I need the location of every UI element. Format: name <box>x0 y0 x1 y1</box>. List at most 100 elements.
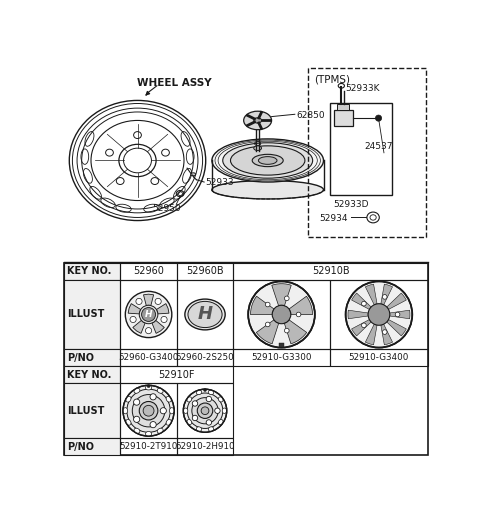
Text: 52910-G3300: 52910-G3300 <box>251 353 312 362</box>
Polygon shape <box>251 296 274 315</box>
Ellipse shape <box>125 292 172 337</box>
Text: 52960-G3400: 52960-G3400 <box>119 353 179 362</box>
Polygon shape <box>144 294 154 305</box>
Text: 52960B: 52960B <box>186 266 224 277</box>
Bar <box>334 110 353 126</box>
Ellipse shape <box>145 328 152 334</box>
Ellipse shape <box>166 396 171 402</box>
Text: H: H <box>197 305 213 324</box>
Text: 52910-2T910: 52910-2T910 <box>120 442 178 452</box>
Bar <box>177 263 233 280</box>
Text: 52933K: 52933K <box>345 84 380 93</box>
Polygon shape <box>289 296 312 315</box>
Ellipse shape <box>196 390 202 395</box>
Ellipse shape <box>254 118 262 123</box>
Ellipse shape <box>155 298 161 304</box>
Ellipse shape <box>383 295 387 299</box>
Ellipse shape <box>192 401 198 406</box>
Bar <box>120 366 233 383</box>
Ellipse shape <box>368 304 390 325</box>
Ellipse shape <box>183 408 188 413</box>
Bar <box>64 263 120 280</box>
Ellipse shape <box>285 328 289 333</box>
Ellipse shape <box>147 384 150 388</box>
Text: KEY NO.: KEY NO. <box>67 369 111 380</box>
Text: H: H <box>145 310 152 319</box>
Ellipse shape <box>134 428 140 433</box>
Ellipse shape <box>212 139 324 182</box>
Ellipse shape <box>134 388 140 393</box>
Bar <box>233 349 330 366</box>
Ellipse shape <box>150 422 156 428</box>
Bar <box>120 439 177 456</box>
Polygon shape <box>272 284 291 305</box>
Polygon shape <box>381 284 393 305</box>
Polygon shape <box>365 284 377 305</box>
Text: 52910B: 52910B <box>312 266 349 277</box>
Ellipse shape <box>208 427 214 431</box>
Bar <box>337 104 349 110</box>
Text: ILLUST: ILLUST <box>67 310 104 319</box>
Polygon shape <box>387 293 407 310</box>
Ellipse shape <box>218 397 223 402</box>
Bar <box>64 439 120 456</box>
Text: 24537: 24537 <box>365 142 393 151</box>
Ellipse shape <box>208 390 214 395</box>
Bar <box>64 366 120 383</box>
Ellipse shape <box>142 308 156 321</box>
Ellipse shape <box>197 403 213 418</box>
Ellipse shape <box>183 389 227 432</box>
Ellipse shape <box>206 396 212 402</box>
Ellipse shape <box>223 143 312 178</box>
Text: 52933: 52933 <box>206 178 234 187</box>
Polygon shape <box>365 324 377 345</box>
Bar <box>177 439 233 456</box>
Bar <box>64 280 120 349</box>
Ellipse shape <box>157 388 163 393</box>
Bar <box>330 103 392 195</box>
Bar <box>120 263 177 280</box>
Ellipse shape <box>127 389 170 432</box>
Ellipse shape <box>212 181 324 199</box>
Text: 52950: 52950 <box>152 203 180 213</box>
Ellipse shape <box>383 330 387 334</box>
Ellipse shape <box>133 416 140 423</box>
Ellipse shape <box>375 115 382 121</box>
Ellipse shape <box>187 397 192 402</box>
Ellipse shape <box>192 415 198 421</box>
Ellipse shape <box>272 305 291 324</box>
Ellipse shape <box>188 301 222 328</box>
Polygon shape <box>351 319 371 336</box>
Ellipse shape <box>361 301 366 306</box>
Bar <box>120 383 177 439</box>
Ellipse shape <box>346 281 412 348</box>
Ellipse shape <box>126 420 131 425</box>
Text: 52933D: 52933D <box>334 200 369 209</box>
Ellipse shape <box>166 420 171 425</box>
Bar <box>64 349 120 366</box>
Bar <box>233 280 330 349</box>
Ellipse shape <box>130 316 136 322</box>
Ellipse shape <box>150 394 156 400</box>
Polygon shape <box>348 310 368 319</box>
Ellipse shape <box>169 408 174 414</box>
Polygon shape <box>256 320 279 344</box>
Text: KEY NO.: KEY NO. <box>67 266 111 277</box>
Bar <box>330 349 428 366</box>
Text: 52910-2H910: 52910-2H910 <box>175 442 235 452</box>
Polygon shape <box>390 310 410 319</box>
Bar <box>279 343 284 347</box>
Ellipse shape <box>230 146 305 175</box>
Ellipse shape <box>254 146 262 151</box>
Ellipse shape <box>204 389 206 392</box>
Text: 52960: 52960 <box>133 266 164 277</box>
Ellipse shape <box>132 395 165 427</box>
Polygon shape <box>284 320 307 344</box>
Ellipse shape <box>133 399 140 405</box>
Text: WHEEL ASSY: WHEEL ASSY <box>137 78 212 88</box>
Text: 52910F: 52910F <box>158 369 195 380</box>
Text: 52934: 52934 <box>320 214 348 222</box>
Ellipse shape <box>215 408 220 413</box>
Ellipse shape <box>244 111 272 130</box>
Polygon shape <box>128 303 141 314</box>
